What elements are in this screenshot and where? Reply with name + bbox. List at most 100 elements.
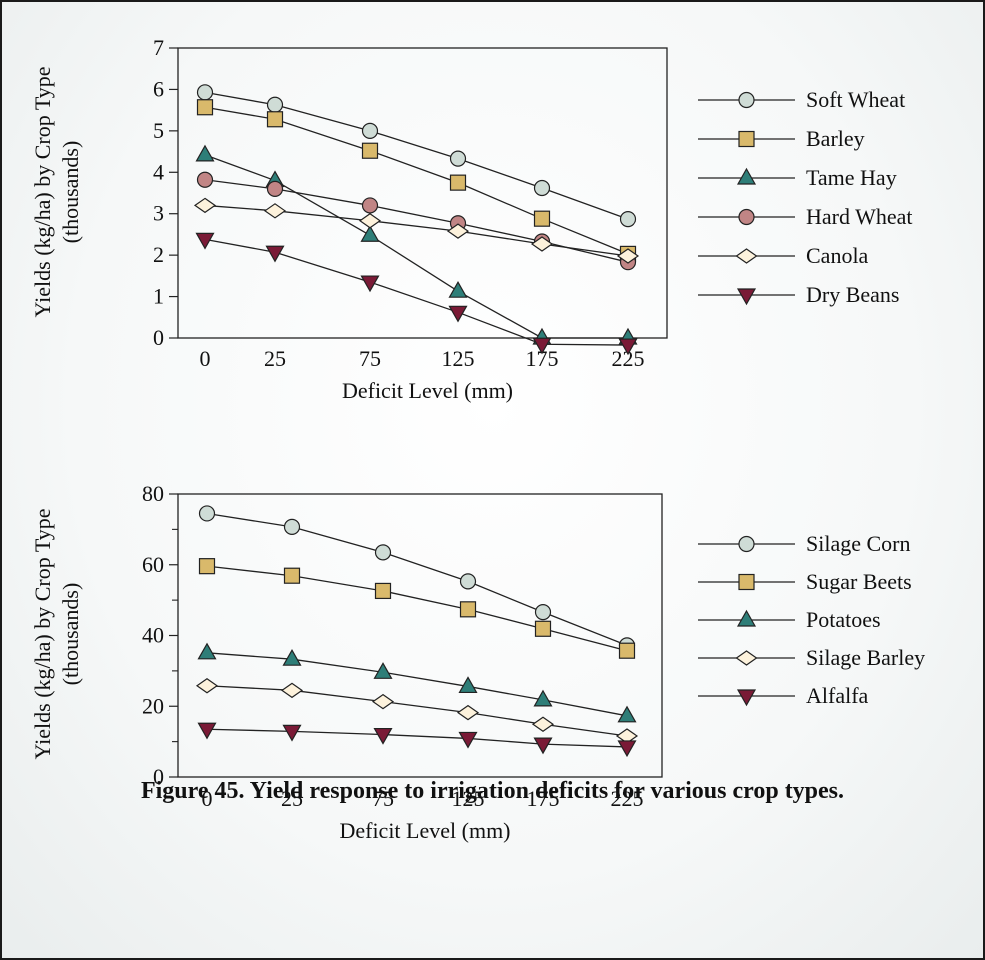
- figure-caption: Figure 45. Yield response to irrigation …: [140, 778, 845, 804]
- y-tick-label: 1: [153, 284, 164, 309]
- chart-2: 0 20 40 60 80 0 25 75 125 175 225 Deficit Level (mm…: [30, 481, 925, 843]
- data-point: [456, 704, 480, 721]
- y-tick-label: 40: [142, 623, 164, 648]
- data-point: [282, 724, 302, 742]
- series-tame-hay: [195, 144, 638, 345]
- data-point: [195, 144, 215, 162]
- legend-label: Soft Wheat: [806, 87, 905, 112]
- y-axis-label: Yields (kg/ha) by Crop Type: [30, 66, 55, 317]
- series-line: [204, 238, 629, 346]
- data-point: [361, 142, 379, 159]
- data-point: [534, 620, 552, 637]
- data-point: [371, 693, 395, 710]
- legend-marker: [738, 130, 755, 148]
- data-point: [196, 84, 214, 101]
- data-point: [197, 722, 217, 740]
- series-silage-corn: [198, 505, 636, 654]
- y-tick-label: 6: [153, 76, 164, 101]
- data-point: [618, 338, 638, 356]
- y-axis-label-units: (thousands): [58, 583, 83, 686]
- x-tick-label: 25: [281, 786, 303, 811]
- data-point: [532, 337, 552, 355]
- legend-label: Canola: [806, 243, 869, 268]
- data-point: [195, 678, 219, 694]
- data-point: [374, 582, 392, 600]
- x-tick-label: 0: [200, 346, 211, 371]
- plot-area: [177, 493, 663, 778]
- legend-label: Silage Corn: [806, 531, 911, 556]
- data-point: [198, 558, 216, 575]
- series-line: [204, 179, 629, 263]
- data-point: [618, 642, 636, 659]
- series-barley: [196, 99, 637, 262]
- series-line: [204, 154, 628, 339]
- data-point: [449, 150, 467, 167]
- y-axis-label-units: (thousands): [58, 141, 83, 244]
- y-tick-label: 60: [142, 552, 164, 577]
- series-canola: [193, 197, 640, 264]
- data-point: [198, 505, 216, 522]
- legend-label: Alfalfa: [806, 683, 869, 708]
- data-point: [459, 573, 477, 590]
- data-point: [373, 662, 393, 679]
- data-point: [361, 122, 379, 139]
- legend-marker: [735, 248, 758, 264]
- data-point: [534, 604, 552, 621]
- legend-marker: [736, 167, 757, 185]
- data-point: [196, 171, 214, 188]
- data-point: [282, 648, 302, 666]
- y-tick-label: 3: [153, 201, 164, 226]
- y-tick-label: 80: [142, 481, 164, 506]
- legend-marker: [736, 288, 757, 306]
- legend-marker: [736, 689, 757, 707]
- legend-label: Sugar Beets: [806, 569, 912, 594]
- y-tick-label: 2: [153, 242, 164, 267]
- x-axis-label: Deficit Level (mm): [342, 378, 513, 403]
- data-point: [617, 705, 637, 723]
- series-potatoes: [197, 642, 637, 723]
- legend-label: Dry Beans: [806, 282, 899, 307]
- y-tick-label: 4: [153, 159, 164, 184]
- data-point: [448, 305, 468, 323]
- data-point: [196, 99, 214, 116]
- data-point: [458, 731, 478, 749]
- legend-marker: [738, 91, 755, 109]
- series-dry-beans: [195, 232, 638, 356]
- data-point: [530, 236, 554, 252]
- series-line: [204, 204, 629, 257]
- data-point: [266, 111, 284, 128]
- data-point: [373, 727, 393, 745]
- x-tick-label: 125: [452, 786, 485, 811]
- series-line: [204, 106, 629, 255]
- data-point: [361, 197, 379, 214]
- y-tick-label: 20: [142, 693, 164, 718]
- x-tick-label: 0: [202, 786, 213, 811]
- data-point: [533, 737, 553, 755]
- data-point: [283, 518, 301, 535]
- series-line: [206, 652, 628, 717]
- series-sugar-beets: [198, 558, 636, 659]
- legend-marker: [738, 208, 755, 226]
- data-point: [263, 203, 287, 219]
- legend-label: Hard Wheat: [806, 204, 913, 229]
- data-point: [360, 225, 380, 242]
- data-point: [617, 740, 637, 758]
- x-tick-label: 75: [372, 786, 394, 811]
- x-tick-label: 25: [264, 346, 286, 371]
- series-line: [206, 512, 628, 647]
- data-point: [446, 223, 470, 239]
- data-point: [266, 96, 284, 113]
- series-alfalfa: [197, 722, 637, 758]
- data-point: [265, 245, 285, 263]
- data-point: [533, 210, 551, 227]
- legend-label: Barley: [806, 126, 865, 151]
- series-line: [206, 728, 628, 748]
- legend-marker: [736, 609, 757, 627]
- data-point: [458, 676, 478, 694]
- legend-marker: [738, 535, 755, 553]
- x-axis-label: Deficit Level (mm): [339, 818, 510, 843]
- legend-marker: [735, 650, 758, 666]
